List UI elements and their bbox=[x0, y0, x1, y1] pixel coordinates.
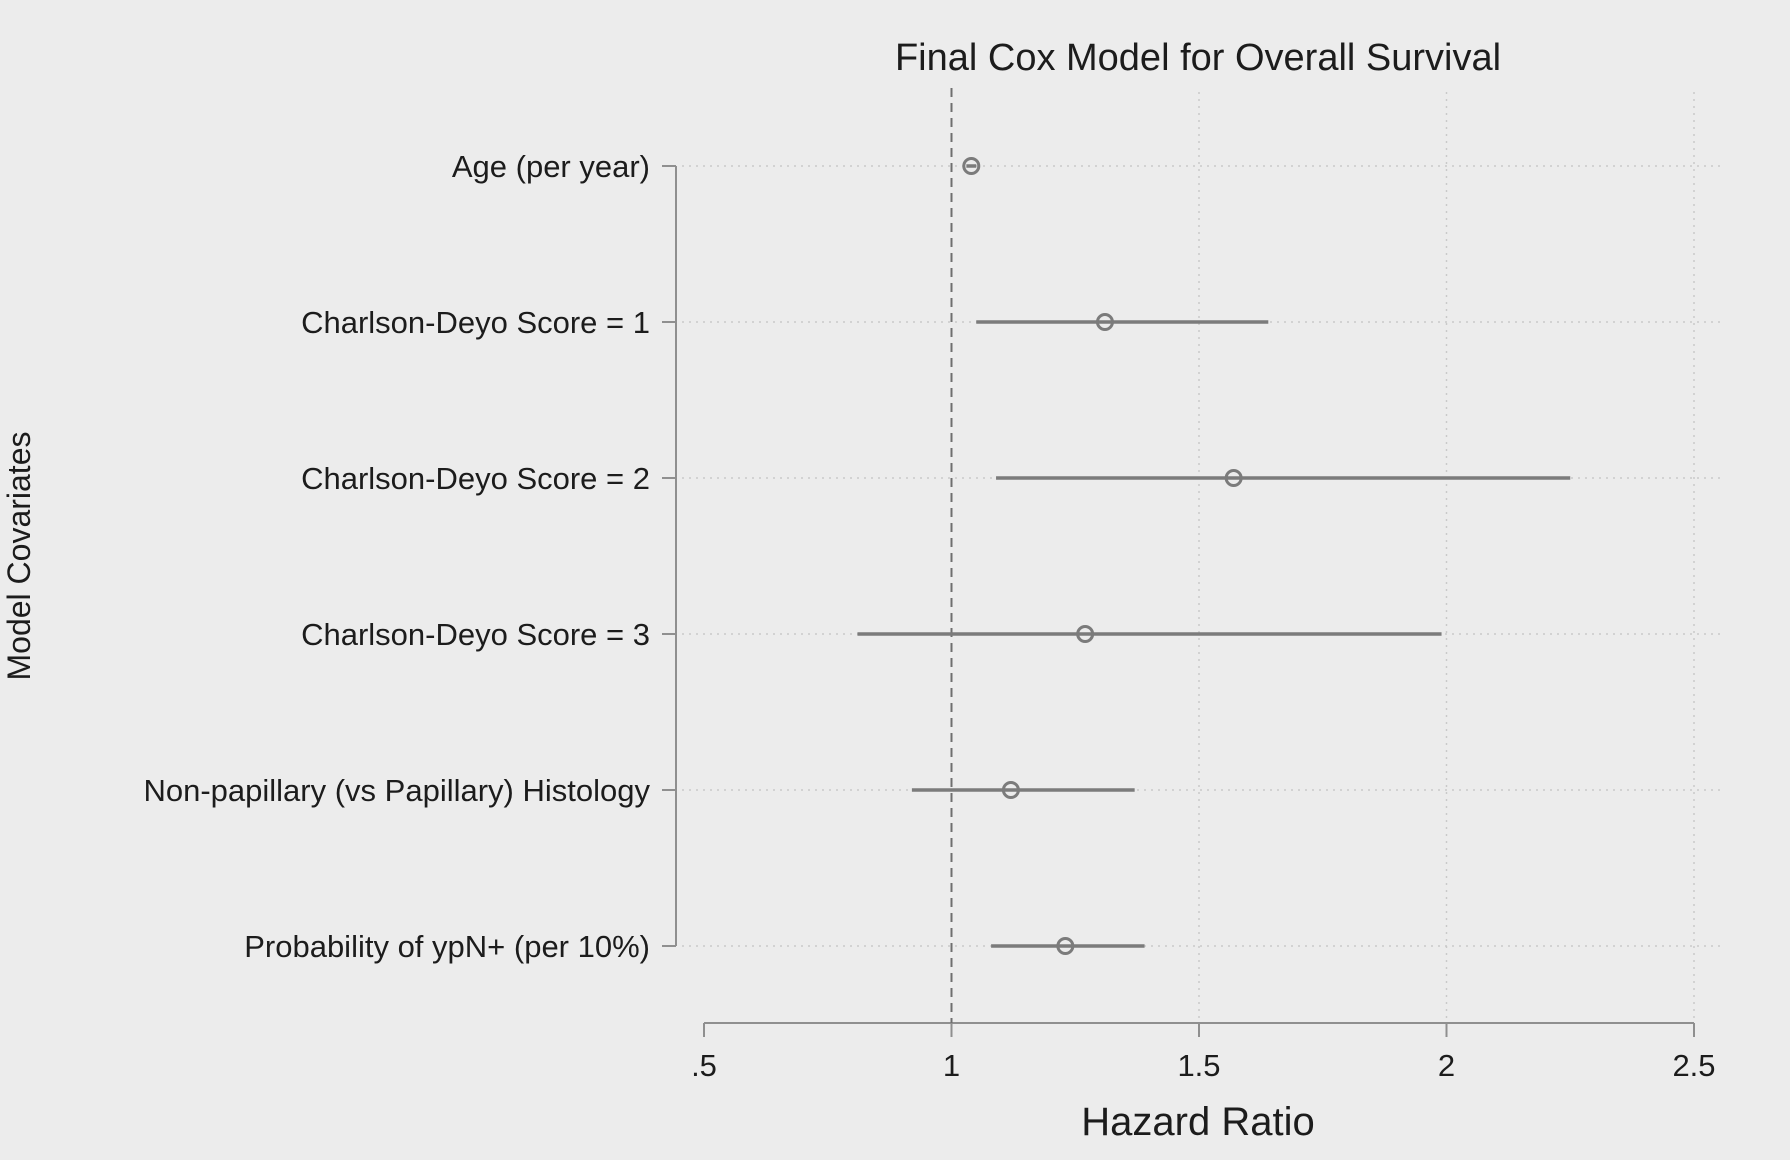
y-tick-label: Age (per year) bbox=[452, 149, 650, 184]
y-tick-label: Charlson-Deyo Score = 3 bbox=[301, 617, 650, 652]
x-tick-label: 1 bbox=[943, 1048, 960, 1083]
y-axis-title: Model Covariates bbox=[1, 432, 37, 681]
axes: Age (per year) Charlson-Deyo Score = 1 Cha… bbox=[143, 149, 1715, 1083]
y-tick-label: Probability of ypN+ (per 10%) bbox=[244, 929, 650, 964]
y-tick-label: Non-papillary (vs Papillary) Histology bbox=[143, 773, 650, 808]
hazard-ratio-point bbox=[962, 157, 981, 175]
hazard-ratio-point bbox=[1056, 937, 1075, 955]
x-axis-title: Hazard Ratio bbox=[1081, 1100, 1314, 1144]
chart-title: Final Cox Model for Overall Survival bbox=[895, 37, 1501, 79]
hazard-ratio-point bbox=[1224, 469, 1243, 487]
plot-marks bbox=[857, 88, 1571, 1023]
x-tick-label: 2.5 bbox=[1672, 1048, 1715, 1083]
hazard-ratio-point bbox=[1095, 313, 1114, 331]
x-tick-label: 2 bbox=[1438, 1048, 1455, 1083]
y-tick-label: Charlson-Deyo Score = 1 bbox=[301, 305, 650, 340]
hazard-ratio-point bbox=[1001, 781, 1020, 799]
y-tick-label: Charlson-Deyo Score = 2 bbox=[301, 461, 650, 496]
x-tick-label: 1.5 bbox=[1177, 1048, 1220, 1083]
x-tick-label: .5 bbox=[691, 1048, 717, 1083]
hazard-ratio-point bbox=[1076, 625, 1095, 643]
